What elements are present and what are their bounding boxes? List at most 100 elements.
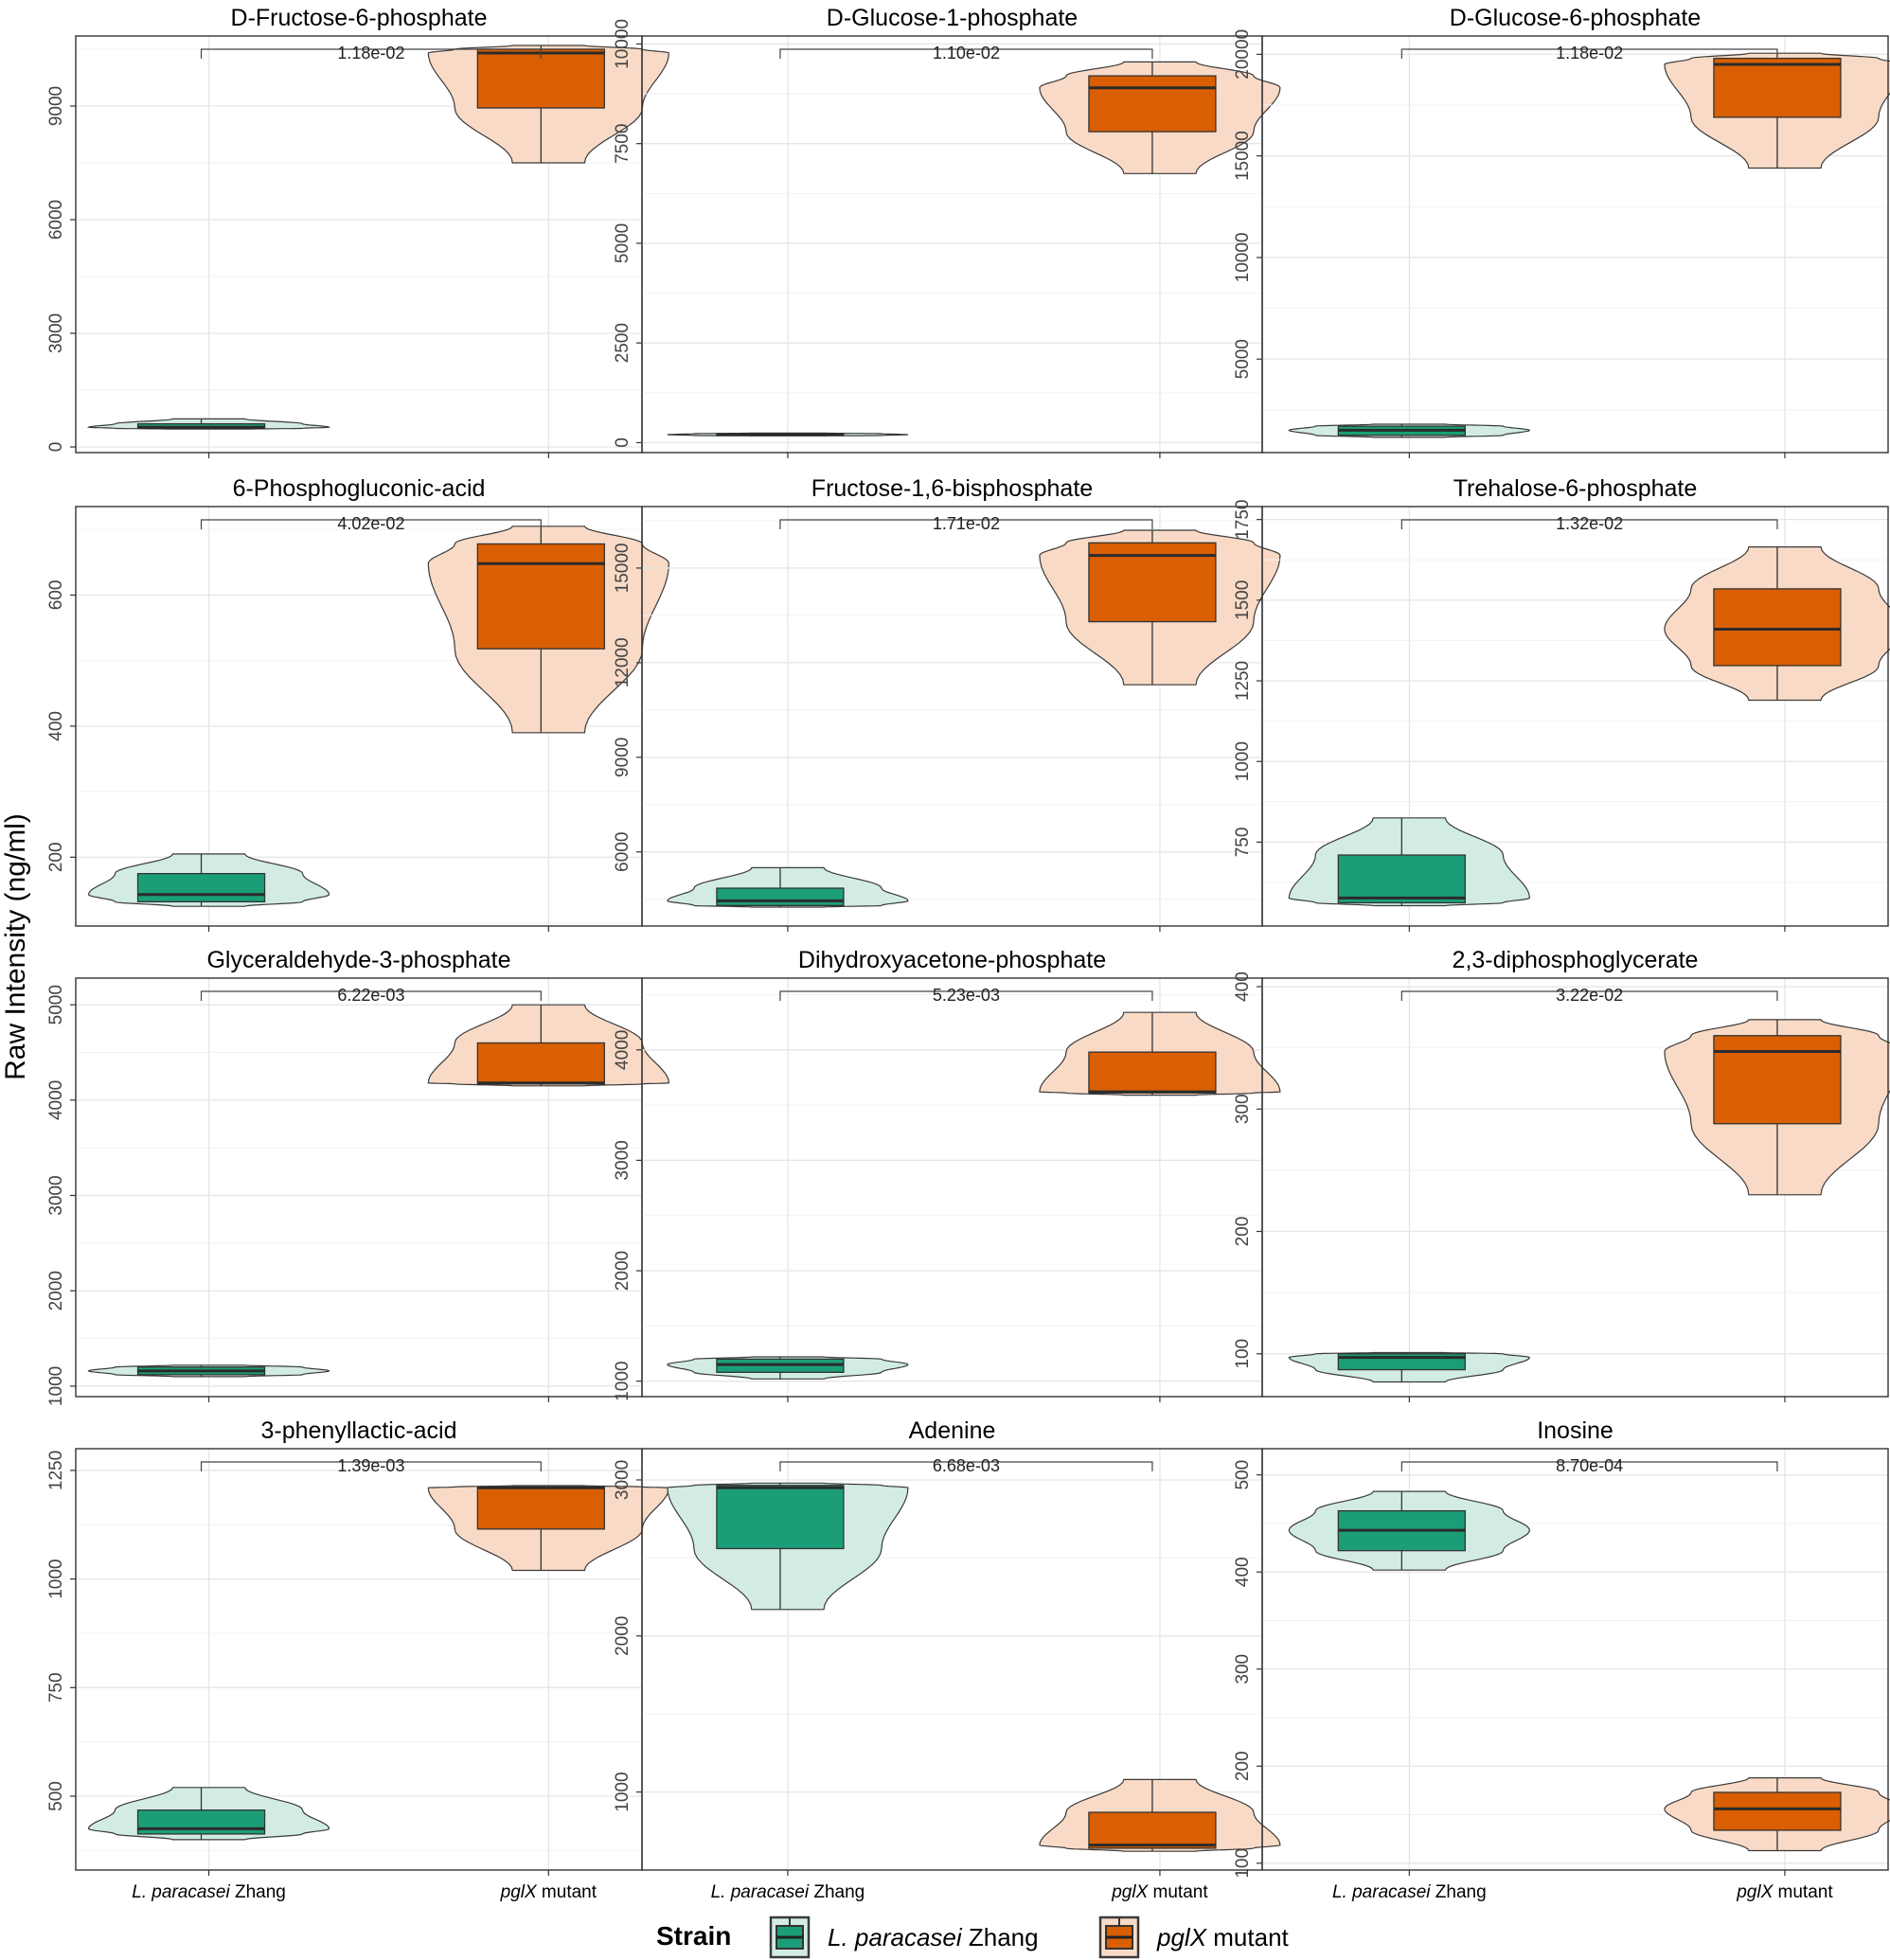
y-tick-label: 1500 [1233,580,1253,620]
significance-bracket [200,990,542,1001]
y-tick-label: 100 [1233,1339,1253,1369]
legend-items: L. paracasei Zhang pglX mutant [769,1915,1290,1959]
y-tick-label: 100 [1233,1848,1253,1879]
significance-bracket [779,48,1153,59]
panel-border [1261,35,1889,454]
box [1088,1811,1217,1849]
p-value-label: 6.68e-03 [933,1456,1000,1475]
y-tick-label: 400 [46,711,66,741]
x-tick-label: L. paracasei Zhang [1332,1882,1487,1902]
panel-title: Glyceraldehyde-3-phosphate [206,947,510,973]
y-tick-label: 300 [1233,1654,1253,1684]
significance-bracket [200,48,542,59]
y-tick-label: 600 [46,580,66,611]
panel-border [1261,977,1889,1398]
y-tick-label: 1000 [46,1366,66,1406]
panel: 1000 2000 3000 6.68e-03 Adenine L. paracasei … [613,1417,1281,1902]
y-tick-label: 750 [1233,828,1253,858]
y-tick-label: 400 [1233,971,1253,1002]
y-tick-label: 1250 [46,1451,66,1490]
y-tick-label: 1250 [1233,661,1253,701]
y-tick-label: 10000 [1233,233,1253,283]
y-tick-label: 15000 [1233,131,1253,181]
y-tick-label: 2000 [613,1251,633,1291]
box [716,887,845,906]
panel-title: Adenine [909,1417,996,1444]
panel: 1000 2000 3000 4000 5000 6.22e-03 Glyceraldehy… [46,947,669,1406]
p-value-label: 1.32e-02 [1556,514,1623,533]
x-tick-label: pglX mutant [1111,1882,1208,1902]
box [136,872,266,903]
x-tick-label: L. paracasei Zhang [132,1882,286,1902]
panel-title: 6-Phosphogluconic-acid [233,475,486,502]
y-tick-label: 1000 [46,1559,66,1598]
y-tick-label: 3000 [46,1175,66,1215]
significance-bracket [779,519,1153,529]
panel: 0 2500 5000 7500 10000 1.10e-02 D-Glucose-1-ph… [613,5,1281,458]
y-tick-label: 3000 [613,1460,633,1500]
y-tick-label: 12000 [613,637,633,687]
y-tick-label: 500 [1233,1460,1253,1490]
legend-label: pglX mutant [1156,1923,1290,1951]
panel-title: 3-phenyllactic-acid [260,1417,456,1444]
panel: 100 200 300 400 3.22e-02 2,3-diphosphoglycera… [1233,947,1890,1402]
y-tick-label: 1750 [1233,499,1253,539]
panel-title: D-Glucose-6-phosphate [1450,5,1701,31]
panel-title: Dihydroxyacetone-phosphate [798,947,1106,973]
significance-bracket [1400,1461,1778,1471]
y-tick-label: 5000 [1233,339,1253,379]
y-tick-label: 5000 [46,985,66,1025]
y-tick-label: 20000 [1233,29,1253,80]
panel-title: D-Glucose-1-phosphate [827,5,1078,31]
p-value-label: 1.18e-02 [337,44,404,62]
panel-title: Inosine [1537,1417,1614,1444]
y-tick-label: 200 [1233,1217,1253,1247]
y-tick-label: 4000 [613,1030,633,1070]
panel: 750 1000 1250 1500 1750 1.32e-02 Trehalose-6-p… [1233,475,1890,932]
panel: 500 750 1000 1250 1.39e-03 3-phenyllactic-aci… [46,1417,669,1902]
y-tick-label: 9000 [46,86,66,126]
significance-bracket [1400,519,1778,529]
y-tick-label: 200 [1233,1751,1253,1781]
y-tick-label: 2500 [613,323,633,363]
y-tick-label: 400 [1233,1557,1253,1587]
y-tick-label: 6000 [613,832,633,872]
y-tick-label: 2000 [46,1271,66,1310]
panel: 0 3000 6000 9000 1.18e-02 D-Fructose-6-phosph… [46,5,669,458]
y-tick-label: 3000 [613,1140,633,1180]
y-tick-label: 10000 [613,19,633,69]
p-value-label: 4.02e-02 [337,514,404,533]
y-tick-label: 2000 [613,1616,633,1656]
y-axis-label: Raw Intensity (ng/ml) [0,813,31,1080]
p-value-label: 1.10e-02 [933,44,1000,62]
y-tick-label: 5000 [613,223,633,263]
y-tick-label: 7500 [613,124,633,164]
significance-bracket [779,1461,1153,1471]
panel: 200 400 600 4.02e-02 6-Phosphogluconic-acid [46,475,669,932]
box [1088,1051,1217,1094]
significance-bracket [1400,990,1778,1001]
y-tick-label: 6000 [46,200,66,240]
box [1088,75,1217,133]
panel: 100 200 300 400 500 8.70e-04 Inosine L. paracas… [1233,1417,1890,1902]
panel-title: Trehalose-6-phosphate [1453,475,1698,502]
panel-title: D-Fructose-6-phosphate [231,5,488,31]
p-value-label: 1.18e-02 [1556,44,1623,62]
p-value-label: 6.22e-03 [337,986,404,1005]
box [1337,854,1466,904]
y-tick-label: 200 [46,842,66,872]
x-tick-label: pglX mutant [500,1882,597,1902]
y-tick-label: 1000 [613,1362,633,1401]
legend-title: Strain [656,1921,731,1951]
legend: Strain L. paracasei Zhang pglX mutant [656,1915,1290,1959]
legend-item: L. paracasei Zhang [769,1915,1039,1959]
panel: 5000 10000 15000 20000 1.18e-02 D-Glucose-6-p… [1233,5,1890,458]
panel-title: 2,3-diphosphoglycerate [1453,947,1699,973]
p-value-label: 1.39e-03 [337,1456,404,1475]
box [476,1486,605,1530]
panel-border [1261,1448,1889,1871]
y-tick-label: 0 [46,442,66,453]
panels: 0 3000 6000 9000 1.18e-02 D-Fructose-6-phosph… [46,5,1890,1902]
x-tick-label: L. paracasei Zhang [711,1882,865,1902]
y-tick-label: 4000 [46,1080,66,1120]
